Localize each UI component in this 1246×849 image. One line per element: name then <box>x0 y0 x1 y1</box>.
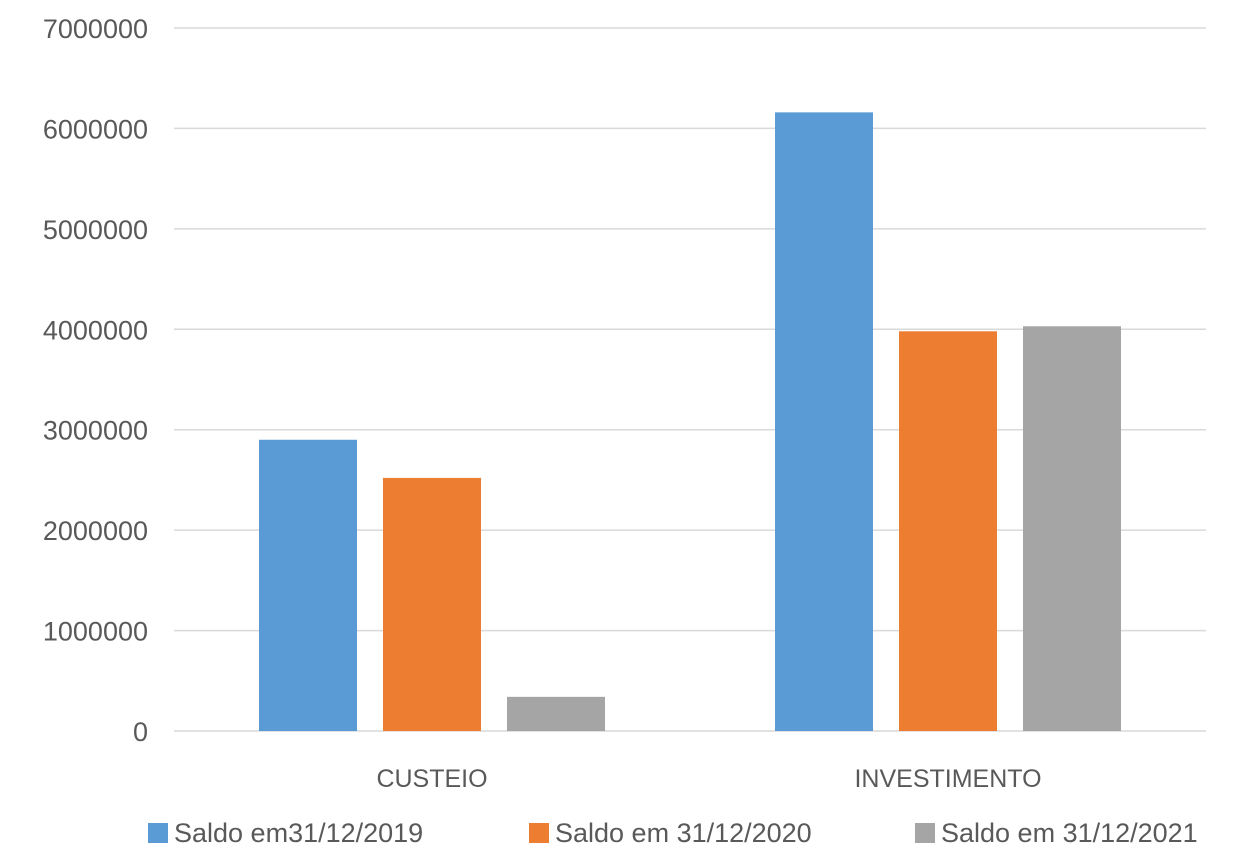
y-axis-ticks: 0 1000000 2000000 3000000 4000000 5000000 6000… <box>43 14 148 747</box>
x-category-label: CUSTEIO <box>376 765 487 793</box>
legend-label: Saldo em31/12/2019 <box>174 818 423 848</box>
y-tick-label: 3000000 <box>43 416 148 446</box>
legend-swatch <box>915 823 935 843</box>
legend: Saldo em31/12/2019 Saldo em 31/12/2020 Sal… <box>148 818 1198 848</box>
bar-investimento-series-3 <box>1023 326 1121 731</box>
bar-custeio-series-3 <box>507 696 605 731</box>
legend-swatch <box>529 823 549 843</box>
y-tick-label: 5000000 <box>43 215 148 245</box>
y-tick-label: 7000000 <box>43 14 148 44</box>
y-tick-label: 4000000 <box>43 315 148 345</box>
y-tick-label: 1000000 <box>43 617 148 647</box>
y-tick-label: 6000000 <box>43 114 148 144</box>
x-axis-categories: CUSTEIO INVESTIMENTO <box>376 765 1041 793</box>
legend-label: Saldo em 31/12/2020 <box>555 818 812 848</box>
legend-label: Saldo em 31/12/2021 <box>941 818 1198 848</box>
y-tick-label: 0 <box>133 717 148 747</box>
bar-custeio-series-2 <box>383 477 481 731</box>
x-category-label: INVESTIMENTO <box>854 765 1041 793</box>
bar-custeio-series-1 <box>259 439 357 731</box>
bars <box>259 112 1121 732</box>
bar-investimento-series-2 <box>899 331 997 731</box>
legend-swatch <box>148 823 168 843</box>
y-tick-label: 2000000 <box>43 516 148 546</box>
bar-investimento-series-1 <box>775 112 873 732</box>
